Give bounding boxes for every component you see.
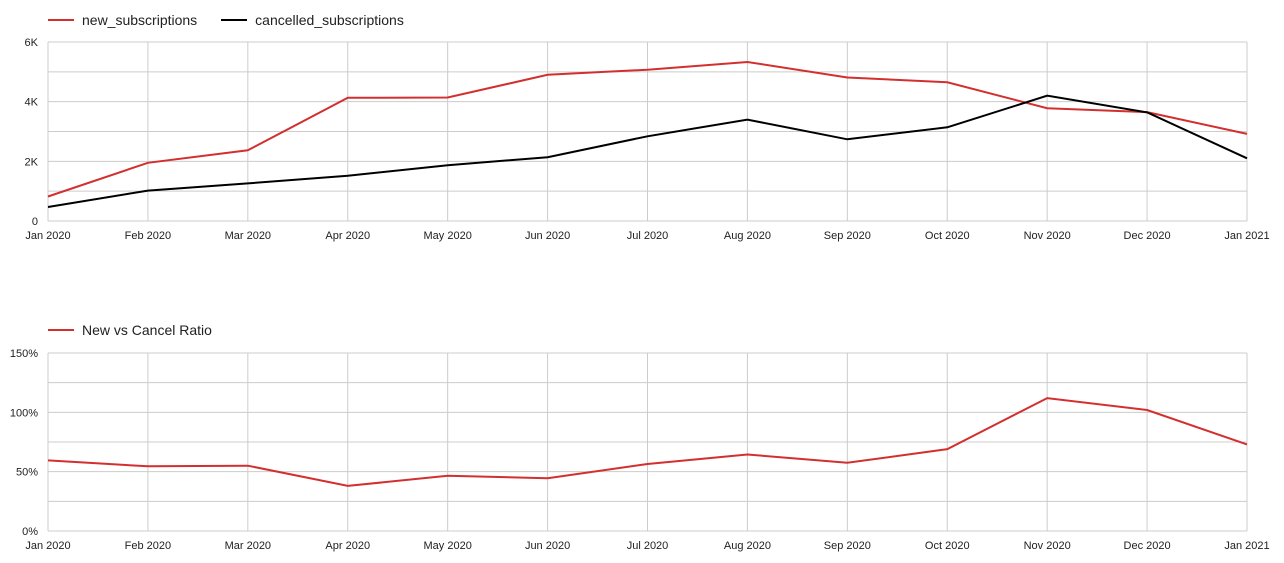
x-tick-label: Aug 2020 (724, 540, 771, 552)
data-point[interactable] (345, 173, 351, 179)
data-point[interactable] (645, 461, 651, 467)
legend-label: New vs Cancel Ratio (82, 322, 212, 338)
data-point[interactable] (744, 451, 750, 457)
x-tick-label: Nov 2020 (1024, 230, 1071, 242)
data-point[interactable] (844, 75, 850, 81)
data-point[interactable] (844, 460, 850, 466)
y-tick-label: 4K (25, 97, 39, 109)
x-tick-label: Oct 2020 (925, 540, 970, 552)
x-tick-label: Jan 2021 (1224, 540, 1269, 552)
series-line-new-subscriptions[interactable] (47, 60, 1248, 198)
x-tick-label: Jun 2020 (525, 230, 570, 242)
chart-plot-area: 0 2K 4K 6K Jan 2020 Feb 2020 Mar 2020 Apr 2020 M… (25, 37, 1270, 242)
series-line-cancelled-subscriptions[interactable] (47, 94, 1248, 208)
data-point[interactable] (545, 475, 551, 481)
data-point[interactable] (245, 463, 251, 469)
data-point[interactable] (1244, 155, 1250, 161)
data-point[interactable] (645, 133, 651, 139)
data-point[interactable] (645, 67, 651, 73)
legend-swatch (48, 19, 74, 21)
data-point[interactable] (245, 180, 251, 186)
legend-swatch (221, 19, 248, 21)
data-point[interactable] (45, 194, 51, 200)
data-point[interactable] (445, 94, 451, 100)
data-point[interactable] (1244, 131, 1250, 137)
x-tick-label: Feb 2020 (125, 230, 171, 242)
data-point[interactable] (145, 160, 151, 166)
y-tick-label: 150% (10, 348, 38, 360)
x-tick-label: Dec 2020 (1124, 230, 1171, 242)
legend-swatch (48, 329, 74, 331)
data-point[interactable] (145, 463, 151, 469)
data-point[interactable] (45, 204, 51, 210)
y-tick-label: 100% (10, 407, 38, 419)
x-tick-label: Jul 2020 (627, 540, 669, 552)
x-tick-label: Mar 2020 (225, 540, 271, 552)
x-tick-label: Jan 2020 (25, 230, 70, 242)
data-point[interactable] (145, 188, 151, 194)
x-tick-label: Feb 2020 (125, 540, 171, 552)
data-point[interactable] (45, 457, 51, 463)
data-point[interactable] (445, 473, 451, 479)
data-point[interactable] (245, 147, 251, 153)
legend-label: cancelled_subscriptions (255, 12, 404, 28)
data-point[interactable] (345, 483, 351, 489)
x-tick-label: Jan 2021 (1224, 230, 1269, 242)
data-point[interactable] (545, 72, 551, 78)
data-point[interactable] (345, 95, 351, 101)
chart-plot-area: 0% 50% 100% 150% Jan 2020 Feb 2020 Mar 2020 Apr… (10, 348, 1270, 552)
x-tick-label: Apr 2020 (325, 230, 370, 242)
legend-item-new-subscriptions[interactable]: new_subscriptions (48, 12, 197, 28)
data-point[interactable] (1044, 93, 1050, 99)
data-point[interactable] (1144, 407, 1150, 413)
y-tick-label: 2K (25, 156, 39, 168)
x-tick-label: Sep 2020 (824, 540, 871, 552)
data-point[interactable] (844, 136, 850, 142)
y-tick-label: 6K (25, 37, 39, 49)
x-tick-label: Dec 2020 (1124, 540, 1171, 552)
legend-label: new_subscriptions (82, 12, 198, 28)
x-tick-label: Nov 2020 (1024, 540, 1071, 552)
legend: new_subscriptions cancelled_subscription… (48, 12, 404, 28)
legend-item-ratio[interactable]: New vs Cancel Ratio (48, 322, 212, 338)
series-line-new-vs-cancel-ratio[interactable] (47, 397, 1248, 487)
x-tick-label: Oct 2020 (925, 230, 970, 242)
x-tick-label: May 2020 (424, 230, 472, 242)
x-tick-label: Jun 2020 (525, 540, 570, 552)
x-tick-label: Jan 2020 (25, 540, 70, 552)
data-point[interactable] (1144, 109, 1150, 115)
data-point[interactable] (744, 117, 750, 123)
x-tick-label: May 2020 (424, 540, 472, 552)
data-point[interactable] (744, 59, 750, 65)
ratio-chart: New vs Cancel Ratio 0% 50% 100% 150% Jan 202… (0, 310, 1284, 563)
x-tick-label: Jul 2020 (627, 230, 669, 242)
y-tick-label: 50% (16, 467, 38, 479)
subscriptions-chart: new_subscriptions cancelled_subscription… (0, 0, 1284, 250)
data-point[interactable] (1044, 105, 1050, 111)
data-point[interactable] (944, 446, 950, 452)
data-point[interactable] (545, 154, 551, 160)
data-point[interactable] (944, 124, 950, 130)
legend: New vs Cancel Ratio (48, 322, 212, 338)
x-tick-label: Apr 2020 (325, 540, 370, 552)
x-tick-label: Aug 2020 (724, 230, 771, 242)
legend-item-cancelled-subscriptions[interactable]: cancelled_subscriptions (221, 12, 404, 28)
data-point[interactable] (944, 79, 950, 85)
x-tick-label: Mar 2020 (225, 230, 271, 242)
data-point[interactable] (445, 162, 451, 168)
data-point[interactable] (1244, 441, 1250, 447)
data-point[interactable] (1044, 395, 1050, 401)
x-tick-label: Sep 2020 (824, 230, 871, 242)
y-tick-label: 0 (32, 216, 38, 228)
y-tick-label: 0% (22, 526, 38, 538)
